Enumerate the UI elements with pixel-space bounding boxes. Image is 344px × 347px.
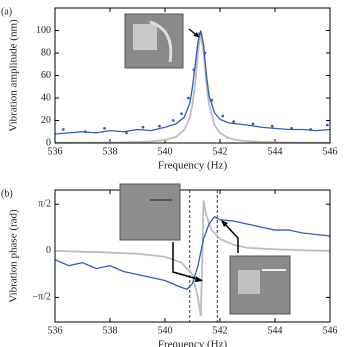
x-tick-label: 536 [48,146,63,157]
x-tick-label: 542 [213,146,228,157]
y-tick-label: 100 [36,25,51,36]
x-tick-label: 544 [268,146,283,157]
data-point [171,119,175,122]
data-point [180,112,183,116]
y-axis-label: Vibration phase (rad) [8,209,20,303]
x-tick-label: 540 [158,325,173,336]
data-point [221,114,225,118]
x-axis-label: Frequency (Hz) [158,160,228,172]
data-point [125,131,128,135]
x-tick-label: 540 [158,146,173,157]
data-point [192,68,196,72]
data-point [186,96,190,100]
panel-label: (b) [1,188,13,199]
panel: (a) Frequency (Hz) Vibration amplitude (nm… [1,6,338,171]
inset-b [119,183,291,315]
x-tick-label: 542 [213,325,228,336]
data-point [197,32,201,36]
data-point [203,51,207,55]
data-line [54,200,331,317]
inset-a [124,13,200,69]
data-point [251,122,255,126]
x-tick-label: 546 [323,325,338,336]
data-point [141,125,145,129]
data-point [232,120,236,124]
data-point [103,126,106,130]
data-point [83,130,87,134]
x-axis-label: Frequency (Hz) [158,339,228,347]
panel-label: (a) [1,6,12,17]
data-point [158,124,161,128]
plot-frame [54,189,331,323]
y-tick-label: 80 [41,47,51,58]
y-tick-label: 0 [46,137,51,148]
y-axis-label: Vibration amplitude (nm) [8,19,20,132]
x-tick-label: 544 [268,325,283,336]
y-tick-label: 0 [46,245,51,256]
data-point [61,128,65,131]
data-line [54,215,331,291]
data-point [290,126,293,130]
y-tick-label: 20 [41,115,51,126]
data-point [270,124,274,128]
y-tick-label: −π/2 [33,292,51,303]
data-point [210,98,214,102]
data-line [54,30,331,135]
x-tick-label: 536 [48,325,63,336]
y-tick-label: 40 [41,92,51,103]
x-tick-label: 538 [103,146,118,157]
data-point [325,123,329,127]
data-point [309,128,313,131]
plot-frame [54,7,331,144]
data-line [55,32,331,144]
y-tick-label: 60 [41,70,51,81]
x-tick-label: 538 [103,325,118,336]
y-tick-label: π/2 [38,199,51,210]
panel: (b) Frequency (Hz) Vibration phase (rad) 53… [1,188,338,347]
x-tick-label: 546 [323,146,338,157]
